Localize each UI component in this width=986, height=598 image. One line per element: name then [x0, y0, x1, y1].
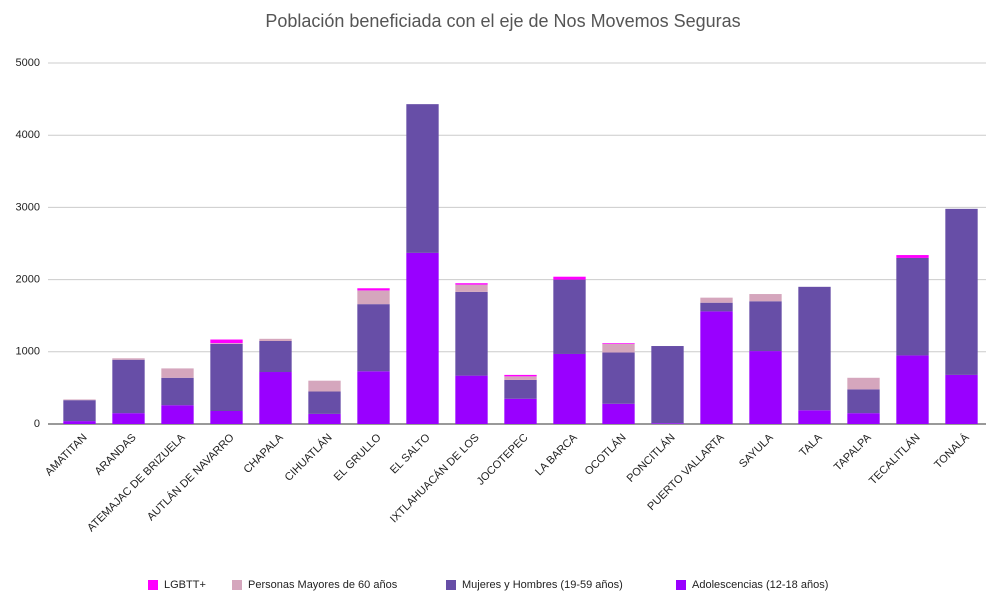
bar-segment	[259, 372, 292, 424]
bar-segment	[504, 374, 537, 377]
bar-segment	[798, 410, 831, 424]
x-tick-label: CHAPALA	[241, 431, 286, 476]
legend-label: Mujeres y Hombres (19-59 años)	[462, 579, 623, 591]
bar-segment	[896, 255, 929, 258]
bar-segment	[700, 302, 733, 312]
x-tick-label: ARANDAS	[93, 432, 139, 478]
bar-segment	[308, 391, 341, 414]
bar-segment	[63, 421, 96, 424]
bar-segment	[602, 343, 635, 353]
legend-label: Personas Mayores de 60 años	[248, 579, 398, 591]
bar-segment	[896, 355, 929, 424]
bar-segment	[259, 338, 292, 341]
x-tick-label: TONALÁ	[932, 431, 973, 472]
bar-segment	[847, 413, 880, 424]
legend-swatch	[676, 580, 686, 590]
bar-segment	[357, 288, 390, 291]
bar-segment	[847, 389, 880, 414]
x-tick-label: SAYULA	[737, 431, 776, 470]
bar-segment	[504, 398, 537, 424]
bar-segment	[210, 343, 243, 412]
bar-segment	[700, 311, 733, 424]
bar-segment	[700, 297, 733, 303]
legend-swatch	[232, 580, 242, 590]
bar-segment	[602, 343, 635, 344]
bar-segment	[357, 304, 390, 372]
legend-label: Adolescencias (12-18 años)	[692, 579, 828, 591]
bar-segment	[455, 284, 488, 292]
bar-segment	[455, 291, 488, 376]
bar-segment	[749, 294, 782, 302]
bar-segment	[455, 375, 488, 424]
x-tick-label: AMATITAN	[43, 432, 90, 479]
y-tick-label: 1000	[16, 346, 40, 358]
bar-segment	[749, 301, 782, 352]
bar-segment	[357, 290, 390, 305]
bar-segment	[112, 359, 145, 414]
chart-title: Población beneficiada con el eje de Nos …	[265, 11, 740, 31]
bar-segment	[357, 371, 390, 424]
x-tick-label: EL SALTO	[388, 431, 433, 476]
bar-segment	[847, 377, 880, 390]
y-tick-label: 3000	[16, 201, 40, 213]
bar-segment	[63, 400, 96, 422]
bar-segment	[112, 413, 145, 424]
y-tick-label: 5000	[16, 57, 40, 69]
bar-segment	[651, 423, 684, 424]
bar-segment	[602, 352, 635, 404]
x-tick-label: PONCITLÁN	[624, 431, 678, 485]
bar-segment	[308, 380, 341, 392]
x-tick-label: EL GRULLO	[332, 431, 384, 483]
bar-segment	[161, 405, 194, 424]
y-tick-label: 2000	[16, 274, 40, 286]
bar-segment	[651, 346, 684, 424]
bar-segment	[406, 104, 439, 253]
bar-segment	[945, 374, 978, 424]
x-tick-label: OCOTLÁN	[582, 431, 629, 478]
bar-segment	[455, 283, 488, 285]
bar-segment	[749, 351, 782, 424]
bar-segment	[553, 276, 586, 280]
legend-label: LGBTT+	[164, 579, 206, 591]
x-tick-label: LA BARCA	[533, 431, 580, 478]
bar-segment	[161, 368, 194, 378]
bar-segment	[798, 286, 831, 411]
bar-segment	[602, 403, 635, 424]
bar-segment	[112, 358, 145, 360]
bar-segment	[259, 340, 292, 373]
x-tick-label: IXTLAHUACÁN DE LOS	[387, 431, 481, 525]
bar-segment	[406, 252, 439, 424]
bar-segment	[210, 343, 243, 344]
bar-segment	[308, 413, 341, 424]
bar-segment	[504, 379, 537, 399]
bar-segment	[161, 377, 194, 406]
x-tick-label: ATEMAJAC DE BRIZUELA	[85, 431, 188, 534]
x-tick-label: CIHUATLÁN	[282, 431, 335, 484]
y-tick-label: 0	[34, 418, 40, 430]
bar-segment	[210, 411, 243, 424]
y-tick-label: 4000	[16, 129, 40, 141]
bar-segment	[504, 376, 537, 380]
x-tick-label: AUTLÁN DE NAVARRO	[144, 431, 237, 524]
bar-segment	[553, 279, 586, 354]
legend-swatch	[148, 580, 158, 590]
x-tick-label: TECALITLÁN	[866, 431, 922, 487]
bar-segment	[945, 208, 978, 375]
x-tick-label: JOCOTEPEC	[475, 432, 531, 488]
x-tick-label: TAPALPA	[832, 431, 874, 473]
bar-segment	[63, 399, 96, 401]
bar-segment	[896, 257, 929, 356]
bar-segment	[553, 353, 586, 424]
x-tick-label: TALA	[797, 431, 825, 459]
legend-swatch	[446, 580, 456, 590]
bar-segment	[210, 339, 243, 344]
